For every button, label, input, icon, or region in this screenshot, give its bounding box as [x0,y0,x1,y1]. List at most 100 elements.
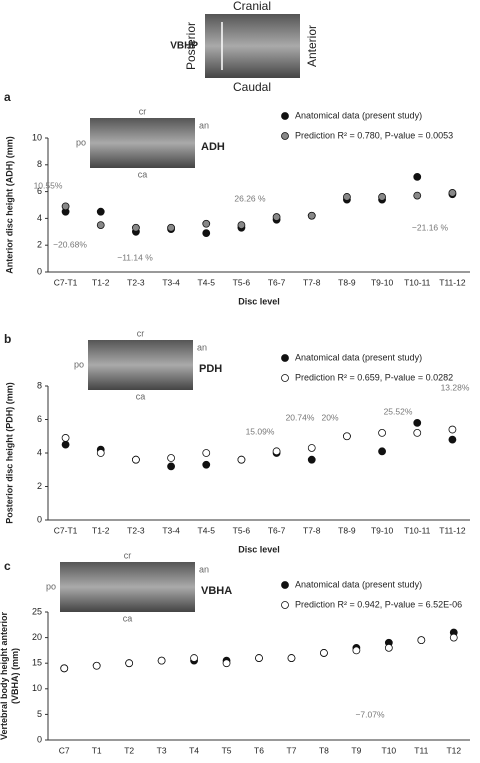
x-axis-label: Disc level [238,296,280,306]
caudal-label: Caudal [233,80,271,94]
image-label: an [199,120,209,130]
x-tick-label: T5-6 [233,525,251,535]
x-tick-label: T3-4 [162,277,180,287]
data-point [320,649,328,657]
x-tick-label: C7-T1 [54,277,78,287]
legend-label: Anatomical data (present study) [295,110,422,120]
data-point [202,449,211,457]
anterior-label: Anterior [305,25,319,67]
image-label: an [197,342,207,352]
y-tick-label: 5 [37,709,42,719]
legend-label: Prediction R² = 0.942, P-value = 6.52E-0… [295,599,462,609]
x-tick-label: T8-9 [338,277,356,287]
x-tick-label: T9-10 [371,277,393,287]
x-tick-label: T3 [157,745,167,755]
image-label: po [76,137,86,147]
y-axis-label: Posterior disc height (PDH) (mm) [4,382,14,524]
data-point [378,193,386,201]
data-point [157,656,166,665]
y-tick-label: 2 [37,481,42,491]
x-tick-label: T7 [287,745,297,755]
x-tick-label: T12 [446,745,461,755]
x-tick-label: T1-2 [92,525,110,535]
image-label: cr [139,106,147,116]
x-tick-label: T4 [189,745,199,755]
image-label: PDH [199,363,222,375]
y-axis-label: (VBHA) (mm) [10,648,20,704]
image-label: VBHA [201,585,232,597]
legend-marker [281,112,289,120]
y-tick-label: 15 [32,658,42,668]
annotation: 20.74% [286,412,315,422]
x-tick-label: T11 [414,745,428,755]
data-point [417,636,426,645]
x-tick-label: T2-3 [127,525,145,535]
data-point [61,434,70,442]
annotation: 25.52% [384,406,413,416]
x-tick-label: T2-3 [127,277,145,287]
xray-image [90,118,195,168]
data-point [132,455,140,464]
y-tick-label: 20 [32,632,42,642]
annotation: 20% [321,412,338,422]
data-point [272,213,281,221]
x-tick-label: T8 [319,745,329,755]
annotation: 10.55% [34,180,63,190]
annotation: 15.09% [246,426,275,436]
data-point [167,454,175,462]
legend-marker [281,374,289,382]
x-tick-label: T9-10 [371,525,393,535]
data-point [96,449,105,457]
data-point [384,643,393,652]
cranial-label: Cranial [233,0,271,13]
legend-marker [281,354,289,362]
x-tick-label: T11-12 [439,277,466,287]
legend-marker [281,601,289,609]
data-point [202,219,211,228]
data-point [307,211,316,220]
annotation: −21.16 % [412,222,449,232]
x-tick-label: T6-7 [268,277,286,287]
y-tick-label: 0 [37,514,42,524]
x-tick-label: T5 [222,745,232,755]
data-point [448,425,457,434]
x-tick-label: C7 [59,745,70,755]
data-point [378,447,386,456]
data-point [413,428,422,437]
y-tick-label: 0 [37,266,42,276]
x-tick-label: T5-6 [233,277,251,287]
panel-letter: b [4,332,11,346]
data-point [92,661,101,670]
data-point [255,654,263,662]
y-tick-label: 6 [37,186,42,196]
x-tick-label: T1-2 [92,277,110,287]
panel-letter: c [4,559,11,573]
annotation: 26.26 % [234,193,266,203]
data-point [96,207,105,216]
x-tick-label: T4-5 [198,277,216,287]
x-tick-label: T7-8 [303,525,321,535]
image-label: ADH [201,141,225,153]
y-tick-label: 4 [37,213,42,223]
y-tick-label: 6 [37,414,42,424]
data-point [237,455,246,464]
xray-image [60,562,195,612]
data-point [413,191,422,200]
x-tick-label: T11-12 [439,525,466,535]
x-tick-label: T6-7 [268,525,286,535]
data-point [167,223,175,232]
y-tick-label: 10 [32,683,42,693]
y-tick-label: 4 [37,447,42,457]
image-label: ca [123,613,133,623]
legend-label: Anatomical data (present study) [295,352,422,362]
legend-label: Anatomical data (present study) [295,579,422,589]
image-label: an [199,564,209,574]
y-tick-label: 0 [37,734,42,744]
x-tick-label: T1 [92,745,102,755]
posterior-label: Posterior [184,22,198,70]
data-point [413,418,422,427]
data-point [96,221,105,230]
data-point [61,440,70,449]
vbhp-label: VBHP [170,41,198,52]
